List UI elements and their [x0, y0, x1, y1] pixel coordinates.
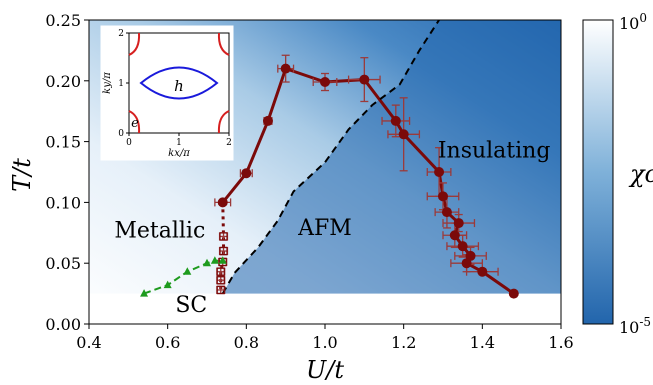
- data-point: [434, 167, 445, 177]
- inset-y-tick-label: 1: [118, 79, 124, 89]
- data-point: [210, 256, 219, 264]
- data-point: [219, 232, 228, 241]
- y-tick-label: 0.15: [45, 133, 81, 152]
- inset: 0 1 2 0 1 2 h e kx/π ky/π: [100, 25, 234, 161]
- data-point: [441, 207, 452, 218]
- data-point: [218, 256, 227, 264]
- data-point: [453, 218, 464, 229]
- x-tick-label: 0.8: [234, 333, 259, 352]
- data-point: [508, 288, 519, 299]
- data-point: [217, 197, 228, 208]
- colorbar: χc 100 10-5: [582, 11, 653, 337]
- inset-x-axis-label: kx/π: [168, 148, 190, 159]
- low-temperature-cutoff-band: [89, 293, 561, 324]
- afm-region: [222, 20, 561, 324]
- y-tick-label: 0.00: [45, 315, 81, 334]
- region-label: Insulating: [438, 138, 551, 163]
- inset-x-tick-label: 0: [126, 138, 132, 148]
- data-point: [216, 285, 225, 295]
- inset-y-tick-label: 0: [118, 129, 124, 139]
- data-point: [390, 115, 401, 126]
- x-tick-label: 1.6: [548, 333, 573, 352]
- region-label: SC: [175, 293, 207, 318]
- inset-label-h: h: [174, 77, 184, 95]
- data-point: [320, 77, 330, 88]
- data-point: [241, 168, 252, 179]
- region-labels: Metallic AFM Insulating SC: [114, 138, 550, 317]
- x-axis-label: U/t: [306, 356, 344, 384]
- data-point: [359, 74, 370, 85]
- colorbar-bottom-tick: 10-5: [619, 315, 651, 337]
- y-axis-label: T/t: [8, 158, 36, 192]
- inset-y-tick-label: 2: [118, 29, 124, 39]
- axis-ticks: 0.4 0.6 0.8 1.0 1.2 1.4 1.6 0.00 0.05 0.10 0.15 0.2…: [45, 11, 573, 352]
- data-point: [477, 266, 488, 277]
- data-point: [219, 246, 228, 256]
- colorbar-top-tick: 100: [619, 11, 647, 33]
- data-point: [140, 289, 149, 297]
- data-point: [438, 191, 448, 202]
- x-tick-label: 1.4: [470, 333, 495, 352]
- data-point: [183, 267, 192, 275]
- data-point: [398, 129, 409, 140]
- series-3-line: [221, 20, 440, 295]
- x-tick-label: 0.4: [76, 333, 101, 352]
- series-markers: [140, 63, 519, 299]
- y-tick-label: 0.10: [45, 193, 81, 212]
- data-point: [262, 115, 273, 126]
- data-point: [203, 258, 211, 267]
- data-point: [465, 250, 476, 261]
- region-label: AFM: [297, 216, 352, 241]
- heatmap-background: [89, 20, 561, 324]
- colorbar-label: χc: [628, 160, 653, 188]
- data-point: [461, 258, 472, 269]
- x-tick-label: 0.6: [155, 333, 180, 352]
- data-point: [216, 267, 225, 276]
- y-tick-label: 0.05: [45, 254, 81, 273]
- y-tick-label: 0.25: [45, 11, 81, 30]
- inset-label-e: e: [131, 116, 139, 131]
- region-label: Metallic: [114, 219, 205, 244]
- y-tick-label: 0.20: [45, 72, 81, 91]
- data-point: [280, 63, 291, 74]
- data-point: [163, 280, 172, 289]
- inset-y-axis-label: ky/π: [102, 72, 113, 94]
- inset-axes: 0 1 2 0 1 2: [118, 29, 232, 148]
- inset-x-tick-label: 2: [226, 138, 232, 148]
- data-point: [457, 241, 468, 252]
- inset-x-tick-label: 1: [176, 138, 182, 148]
- data-point: [449, 230, 460, 241]
- x-tick-label: 1.2: [391, 333, 416, 352]
- data-point: [216, 276, 225, 285]
- inset-fermi-surface-hole: [139, 66, 219, 100]
- inset-fermi-surface-electron: [128, 32, 230, 134]
- x-tick-label: 1.0: [312, 333, 337, 352]
